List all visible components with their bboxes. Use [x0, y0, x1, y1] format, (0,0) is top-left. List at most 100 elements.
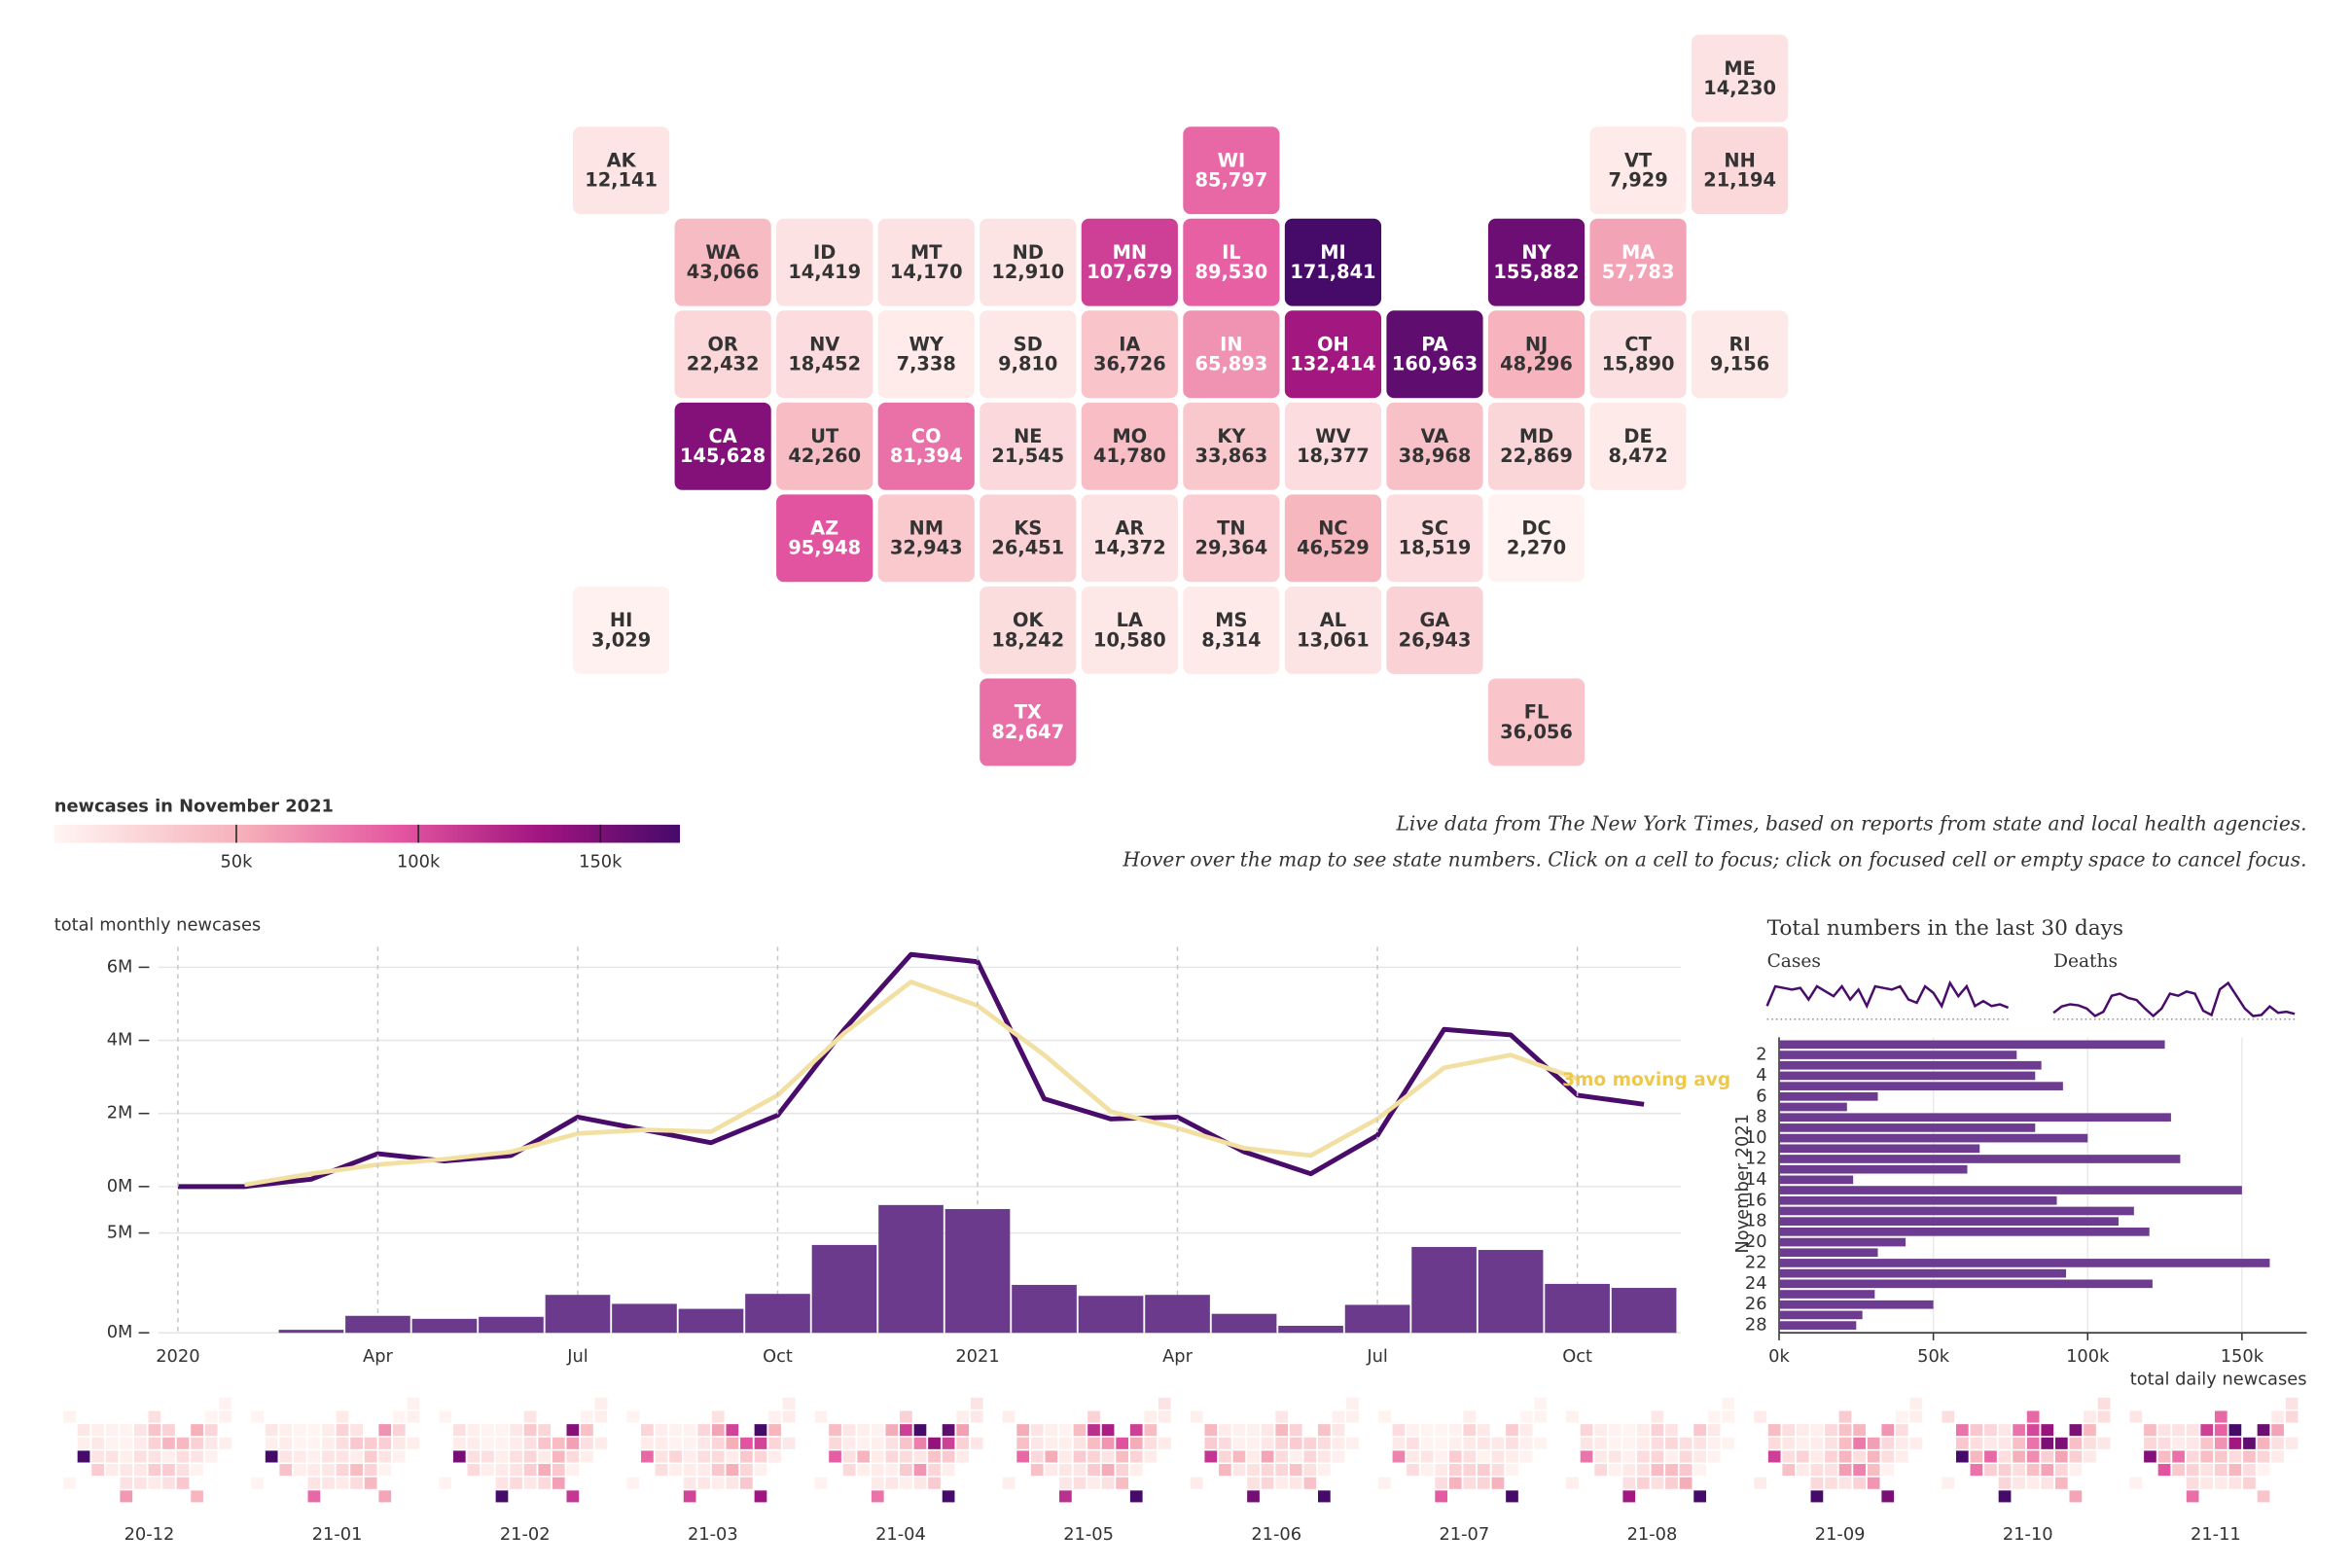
- state-tile[interactable]: WY7,338: [877, 310, 975, 399]
- tile[interactable]: [1081, 586, 1178, 674]
- tile[interactable]: [1183, 494, 1280, 583]
- tile[interactable]: [1284, 494, 1382, 583]
- tile[interactable]: [1284, 310, 1382, 399]
- state-tile[interactable]: DC2,270: [1487, 494, 1586, 583]
- tile[interactable]: [1081, 218, 1178, 306]
- tile[interactable]: [1386, 310, 1483, 399]
- tile[interactable]: [1487, 494, 1586, 583]
- tile[interactable]: [1589, 310, 1687, 399]
- tile[interactable]: [877, 402, 975, 490]
- tile[interactable]: [1284, 218, 1382, 306]
- tile[interactable]: [1487, 310, 1586, 399]
- tile[interactable]: [776, 218, 873, 306]
- tile[interactable]: [776, 402, 873, 490]
- tile[interactable]: [877, 218, 975, 306]
- state-tile[interactable]: MS8,314: [1183, 586, 1280, 674]
- tile[interactable]: [980, 678, 1077, 766]
- tile[interactable]: [1487, 678, 1586, 766]
- tile[interactable]: [1487, 402, 1586, 490]
- tile[interactable]: [1081, 494, 1178, 583]
- tile[interactable]: [1284, 402, 1382, 490]
- tile[interactable]: [1692, 126, 1789, 215]
- tile[interactable]: [1386, 586, 1483, 674]
- tile[interactable]: [980, 218, 1077, 306]
- tile[interactable]: [980, 402, 1077, 490]
- tile[interactable]: [1692, 34, 1789, 123]
- tile[interactable]: [674, 402, 771, 490]
- tile[interactable]: [1183, 402, 1280, 490]
- tile[interactable]: [1589, 218, 1687, 306]
- tile[interactable]: [1589, 126, 1687, 215]
- state-tile[interactable]: VT7,929: [1589, 126, 1687, 215]
- tile[interactable]: [1183, 310, 1280, 399]
- tile[interactable]: [776, 494, 873, 583]
- tile[interactable]: [980, 586, 1077, 674]
- tile[interactable]: [877, 310, 975, 399]
- tile[interactable]: [1183, 126, 1280, 215]
- tile[interactable]: [1386, 402, 1483, 490]
- tile[interactable]: [1386, 494, 1483, 583]
- tile[interactable]: [1081, 310, 1178, 399]
- tile[interactable]: [877, 494, 975, 583]
- tile[interactable]: [1487, 218, 1586, 306]
- tile[interactable]: [980, 494, 1077, 583]
- tile[interactable]: [674, 218, 771, 306]
- tile[interactable]: [1284, 586, 1382, 674]
- tile[interactable]: [1589, 402, 1687, 490]
- state-tile[interactable]: HI3,029: [573, 586, 670, 674]
- tile[interactable]: [1183, 218, 1280, 306]
- tile[interactable]: [1081, 402, 1178, 490]
- tile[interactable]: [1183, 586, 1280, 674]
- tile[interactable]: [573, 586, 670, 674]
- tile[interactable]: [776, 310, 873, 399]
- tile[interactable]: [674, 310, 771, 399]
- state-tile[interactable]: RI9,156: [1692, 310, 1789, 399]
- state-tile[interactable]: DE8,472: [1589, 402, 1687, 490]
- tile[interactable]: [573, 126, 670, 215]
- tile[interactable]: [980, 310, 1077, 399]
- state-tile[interactable]: SD9,810: [980, 310, 1077, 399]
